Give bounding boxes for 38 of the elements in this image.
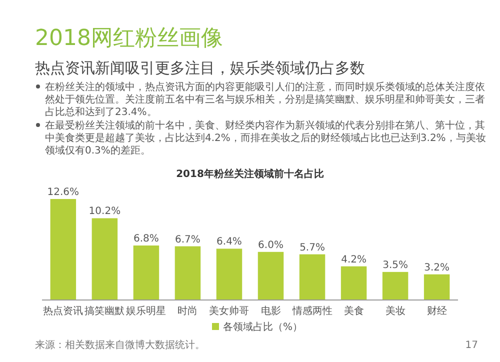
x-tick-label: 电影 bbox=[260, 305, 281, 317]
chart-subtitle: 热点资讯新闻吸引更多注目，娱乐类领域仍占多数 bbox=[35, 59, 365, 77]
text: 在最受粉丝关注领域的前十名中，美食、财经类内容作为新兴领域的代表分别排在第八、第十位，其中美食类更是超越了美妆，占比达到4.2%，而排在美妆之后的财经领域占比也已达到3.2%，与美妆领域仅有0.3%的差距。 bbox=[45, 120, 486, 156]
data-label: 6.0% bbox=[258, 240, 284, 251]
bar bbox=[50, 199, 76, 300]
data-label: 6.8% bbox=[134, 233, 159, 244]
data-label: 3.2% bbox=[424, 262, 450, 274]
data-label: 12.6% bbox=[47, 187, 80, 198]
x-tick-label: 情感两性 bbox=[291, 305, 332, 317]
data-label: 4.2% bbox=[341, 254, 366, 266]
bar bbox=[424, 274, 450, 300]
bar bbox=[216, 248, 242, 300]
bar bbox=[174, 246, 201, 300]
x-tick-label: 美女帅哥 bbox=[209, 305, 250, 317]
bar bbox=[258, 252, 284, 300]
x-tick-label: 热点资讯 bbox=[43, 305, 84, 317]
x-tick-label: 美妆 bbox=[385, 305, 406, 317]
x-tick-label: 财经 bbox=[426, 305, 447, 317]
x-tick-label: 美食 bbox=[344, 305, 364, 317]
chart-title: 2018网红粉丝画像 bbox=[35, 26, 223, 51]
x-tick-label: 娱乐明星 bbox=[126, 305, 166, 317]
bar bbox=[340, 266, 367, 300]
text: 在粉丝关注的领域中，热点资讯方面的内容更能吸引人们的注意，而同时娱乐类领域的总体关注度依然处于领先位置。关注度前五名中有三名与娱乐相关，分别是搞笑幽默、娱乐明星和帅哥美女，三者占比总和达到了23.4%。 bbox=[45, 81, 485, 118]
x-tick-label: 时尚 bbox=[178, 305, 198, 317]
data-label: 6.7% bbox=[175, 234, 200, 246]
text: 2018年粉丝关注领域前十名占比 bbox=[176, 168, 324, 180]
data-label: 10.2% bbox=[88, 206, 121, 218]
data-label: 6.4% bbox=[216, 236, 242, 248]
bar bbox=[133, 245, 160, 300]
data-label: 3.5% bbox=[382, 260, 408, 271]
bar bbox=[92, 218, 118, 300]
text: 17 bbox=[465, 340, 478, 351]
data-label: 5.7% bbox=[300, 242, 325, 254]
bar bbox=[382, 272, 408, 300]
bar bbox=[299, 254, 326, 300]
legend-label: 各领域占比（%） bbox=[223, 321, 303, 333]
x-tick-label: 搞笑幽默 bbox=[84, 305, 125, 317]
source-note: 来源：相关数据来自微博大数据统计。 bbox=[35, 339, 205, 351]
